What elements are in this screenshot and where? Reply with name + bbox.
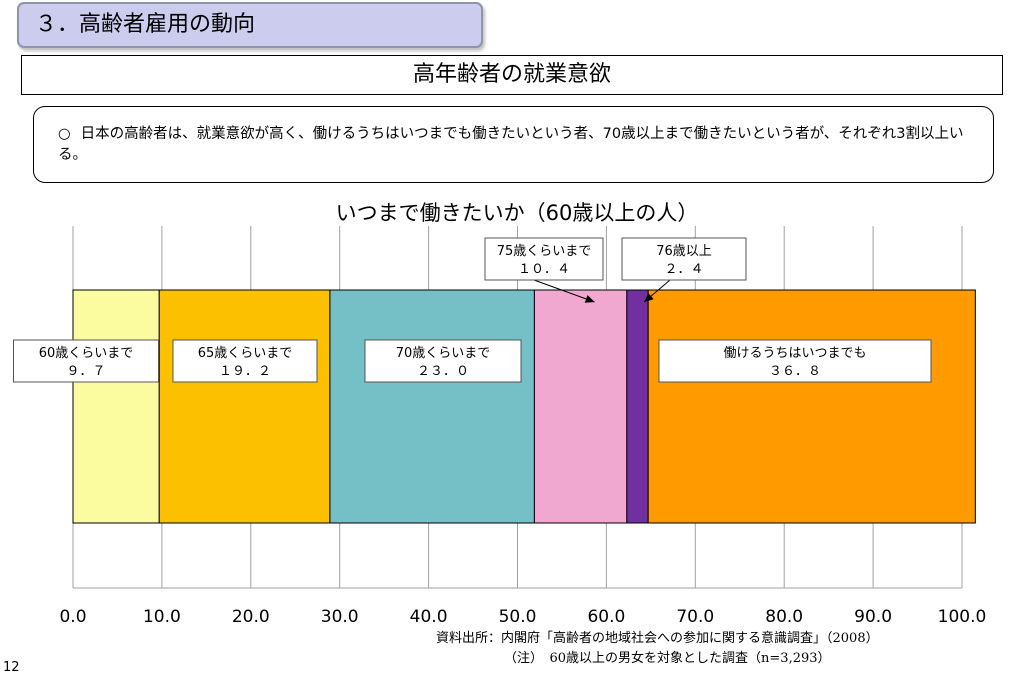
- segment-name-label: 働けるうちはいつまでも: [723, 346, 866, 361]
- chart-title: いつまで働きたいか（60歳以上の人）: [336, 201, 699, 225]
- page-number: 12: [3, 660, 20, 675]
- bar-segment: [72, 289, 160, 524]
- x-tick-label: 10.0: [143, 607, 181, 627]
- x-tick-label: 90.0: [854, 607, 892, 627]
- callout-pointer: [533, 279, 595, 303]
- bar-segments: [72, 289, 976, 524]
- callout-box: [621, 237, 747, 281]
- stacked-bar-chart: いつまで働きたいか（60歳以上の人） 0.0 10.0 20.0 30.0 40.0 50…: [13, 201, 986, 627]
- x-tick-label: 100.0: [938, 607, 987, 627]
- x-tick-label: 20.0: [232, 607, 270, 627]
- slide-title: 高年齢者の就業意欲: [21, 55, 1003, 95]
- callout-box: [13, 339, 159, 383]
- bar-segment: [533, 289, 628, 524]
- bar-segment: [647, 289, 976, 524]
- x-tick-label: 30.0: [321, 607, 359, 627]
- x-tick-label: 40.0: [410, 607, 448, 627]
- callout-arrowhead: [584, 295, 595, 303]
- segment-value-label: ９．７: [66, 364, 105, 379]
- x-tick-label: 60.0: [587, 607, 625, 627]
- x-tick-label: 0.0: [59, 607, 86, 627]
- summary-bullet: ○: [58, 126, 71, 142]
- segment-value-label: １９．２: [219, 364, 271, 379]
- callout-box: [484, 237, 604, 281]
- callout-box: [658, 339, 932, 383]
- x-tick-label: 70.0: [676, 607, 714, 627]
- callout-box: [172, 339, 318, 383]
- segment-value-label: ３６．８: [769, 364, 821, 379]
- x-tick-label: 50.0: [499, 607, 537, 627]
- callout-box: [364, 339, 522, 383]
- bar-segment: [626, 289, 649, 524]
- segment-value-label: １０．４: [518, 262, 570, 277]
- bar-segment: [158, 289, 331, 524]
- segment-name-label: 65歳くらいまで: [198, 346, 293, 361]
- summary-box: ○ 日本の高齢者は、就業意欲が高く、働けるうちはいつまでも働きたいという者、70歳…: [33, 106, 994, 183]
- segment-value-label: ２．４: [664, 262, 703, 277]
- callout-arrowhead: [644, 293, 654, 302]
- segment-name-label: 76歳以上: [656, 244, 712, 259]
- segment-name-label: 75歳くらいまで: [497, 244, 592, 259]
- section-heading: ３．高齢者雇用の動向: [17, 2, 483, 48]
- segment-name-label: 70歳くらいまで: [396, 346, 491, 361]
- bar-segment: [329, 289, 535, 524]
- source-note: 資料出所：内閣府「高齢者の地域社会への参加に関する意識調査」（2008）: [436, 631, 879, 646]
- x-axis-ticks: 0.0 10.0 20.0 30.0 40.0 50.0 60.0 70.0 80.0 90.0 1…: [59, 607, 986, 627]
- segment-value-label: ２３．０: [417, 364, 469, 379]
- population-note: （注） 60歳以上の男女を対象とした調査（n=3,293）: [504, 651, 831, 666]
- segment-labels: 60歳くらいまで ９．７ 65歳くらいまで １９．２ 70歳くらいまで ２３．０ 75歳くら…: [13, 237, 932, 383]
- summary-text: 日本の高齢者は、就業意欲が高く、働けるうちはいつまでも働きたいという者、70歳以…: [58, 126, 964, 163]
- x-tick-label: 80.0: [765, 607, 803, 627]
- segment-name-label: 60歳くらいまで: [39, 346, 134, 361]
